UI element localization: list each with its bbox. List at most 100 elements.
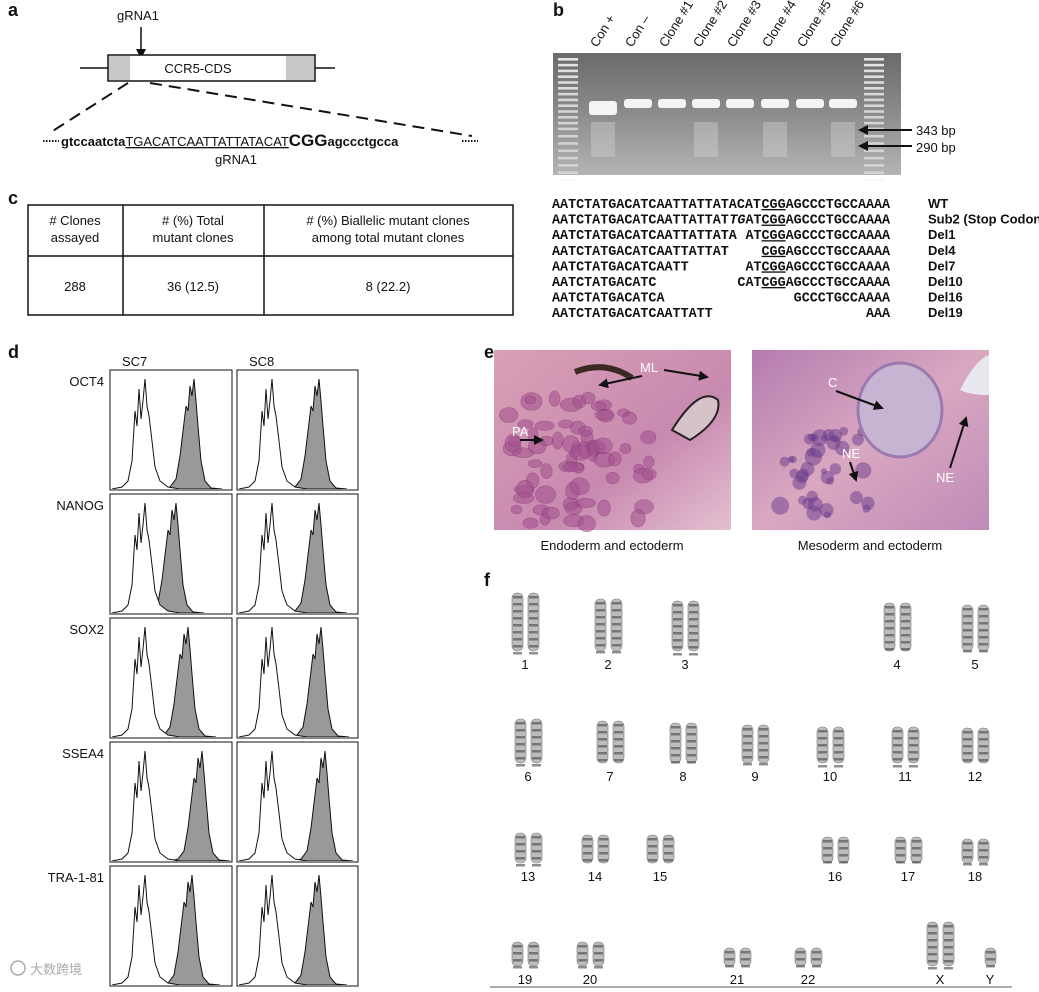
chromosome-band [513, 959, 522, 962]
tissue-fold [670, 395, 720, 442]
alignment-segment: AGCCCTGCCAAAA [786, 198, 891, 213]
image-label: NE [842, 446, 860, 461]
chromosome-band [594, 959, 603, 962]
alignment-segment: CGG [762, 260, 786, 275]
chromosome-band [834, 744, 843, 747]
ladder-band [864, 104, 884, 107]
alignment-right: CATCGGAGCCCTGCCAAAA [737, 276, 891, 291]
chromosome [810, 947, 823, 967]
chromosome [942, 921, 955, 967]
chromosome-label: 3 [681, 657, 688, 672]
chromosome-band [614, 731, 623, 734]
alignment-label: Del7 [928, 258, 955, 273]
nuclei [849, 491, 863, 505]
chromosome-band [885, 620, 894, 623]
chromosome-band [979, 842, 988, 845]
chromosome-band [664, 845, 673, 848]
chromosome-band [796, 958, 805, 961]
gland [510, 504, 523, 515]
ladder-band [558, 69, 578, 73]
gland [558, 419, 574, 429]
chromosome-band [664, 859, 673, 862]
chromosome-band [759, 735, 768, 738]
table-header: assayed [51, 230, 99, 245]
chromosome [794, 947, 807, 967]
row-label: OCT4 [69, 374, 104, 389]
nuclei [798, 495, 808, 505]
ladder-band [558, 87, 578, 90]
ladder-band [864, 156, 884, 160]
alignment-segment: AGCCCTGCCAAAA [786, 229, 891, 244]
ladder-band [558, 58, 578, 61]
gland [630, 509, 646, 528]
gland [590, 401, 607, 412]
ladder-band [864, 98, 884, 102]
chromosome-band [532, 850, 541, 853]
chromosome-band [596, 616, 605, 619]
ladder-band [558, 110, 578, 113]
gel-band [761, 99, 789, 108]
chromosome-band [513, 966, 522, 969]
chromosome-label: 2 [604, 657, 611, 672]
chromosome-band [529, 645, 538, 648]
chromosome-label: 4 [893, 657, 900, 672]
chromosome-band [743, 742, 752, 745]
chromosome-band [818, 730, 827, 733]
chromosome-band [979, 856, 988, 859]
chromosome-band [671, 733, 680, 736]
chromosome-label: 16 [828, 869, 842, 884]
chromosome [984, 947, 997, 967]
alignment-segment: GCCCTGCCAAAA [794, 292, 891, 307]
chromosome-band [963, 752, 972, 755]
lane-label: Con + [587, 12, 618, 50]
chromosome-label: 6 [524, 769, 531, 784]
histogram-frame [109, 865, 233, 987]
gel-band [829, 99, 857, 108]
alignment-label: WT [928, 196, 948, 211]
image-label: ML [640, 360, 658, 375]
chromosome-band [741, 965, 750, 968]
chromosome-band [516, 836, 525, 839]
seq-part: gtccaatcta [61, 134, 126, 149]
gel-smear [763, 122, 787, 157]
chromosome-band [743, 735, 752, 738]
chromosome-band [516, 843, 525, 846]
chromosome-label: 14 [588, 869, 602, 884]
chromosome-band [725, 965, 734, 968]
chromosome-band [893, 751, 902, 754]
chromosome-label: 13 [521, 869, 535, 884]
chromosome-band [963, 745, 972, 748]
chromosome-band [516, 857, 525, 860]
ladder-band [558, 75, 578, 78]
chromosome-band [944, 953, 953, 956]
pigment [573, 364, 634, 381]
chromosome-band [529, 966, 538, 969]
chromosome-band [896, 847, 905, 850]
chromosome-band [596, 644, 605, 647]
chromosome-band [689, 625, 698, 628]
chromosome [926, 921, 939, 967]
ladder-band [558, 81, 578, 84]
gland [622, 411, 637, 425]
chromosome-band [823, 847, 832, 850]
chromosome-band [901, 648, 910, 651]
nuclei [804, 433, 816, 445]
gland [605, 471, 620, 485]
chromosome-band [986, 965, 995, 968]
image-label: C [828, 375, 837, 390]
chromosome-band [598, 745, 607, 748]
chromosome-band [689, 611, 698, 614]
chromosome-band [513, 624, 522, 627]
chromosome [685, 722, 698, 764]
chromosome-band [598, 738, 607, 741]
chromosome-band [912, 847, 921, 850]
chromosome-band [513, 638, 522, 641]
chromosome-band [823, 854, 832, 857]
chromosome-band [578, 952, 587, 955]
chromosome-band [673, 632, 682, 635]
chromosome-band [529, 617, 538, 620]
watermark: 大数跨境 [30, 962, 82, 977]
chromosome-band [944, 946, 953, 949]
gel-smear [591, 122, 615, 157]
gland [578, 425, 593, 437]
